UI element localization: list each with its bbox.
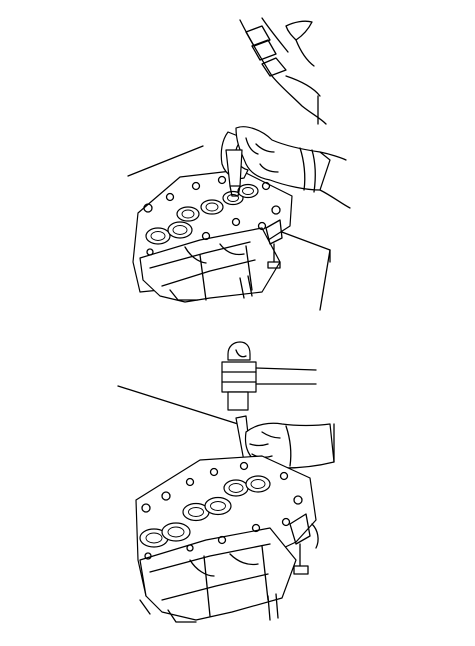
hammer xyxy=(221,341,317,411)
leader-line xyxy=(117,385,239,425)
valve-seat-row xyxy=(145,183,259,245)
bottom-panel xyxy=(117,341,335,623)
bolt-holes xyxy=(143,175,281,256)
valve-seat-row-lower xyxy=(139,475,271,548)
end-fitting xyxy=(239,219,283,299)
cylinder-head-lower xyxy=(135,455,319,623)
cylinder-head xyxy=(132,169,293,303)
bolt-holes-lower xyxy=(141,461,303,560)
end-fitting-lower xyxy=(267,513,319,621)
upper-arm xyxy=(239,17,327,125)
hand-with-tool xyxy=(220,126,351,209)
top-panel xyxy=(127,17,351,311)
